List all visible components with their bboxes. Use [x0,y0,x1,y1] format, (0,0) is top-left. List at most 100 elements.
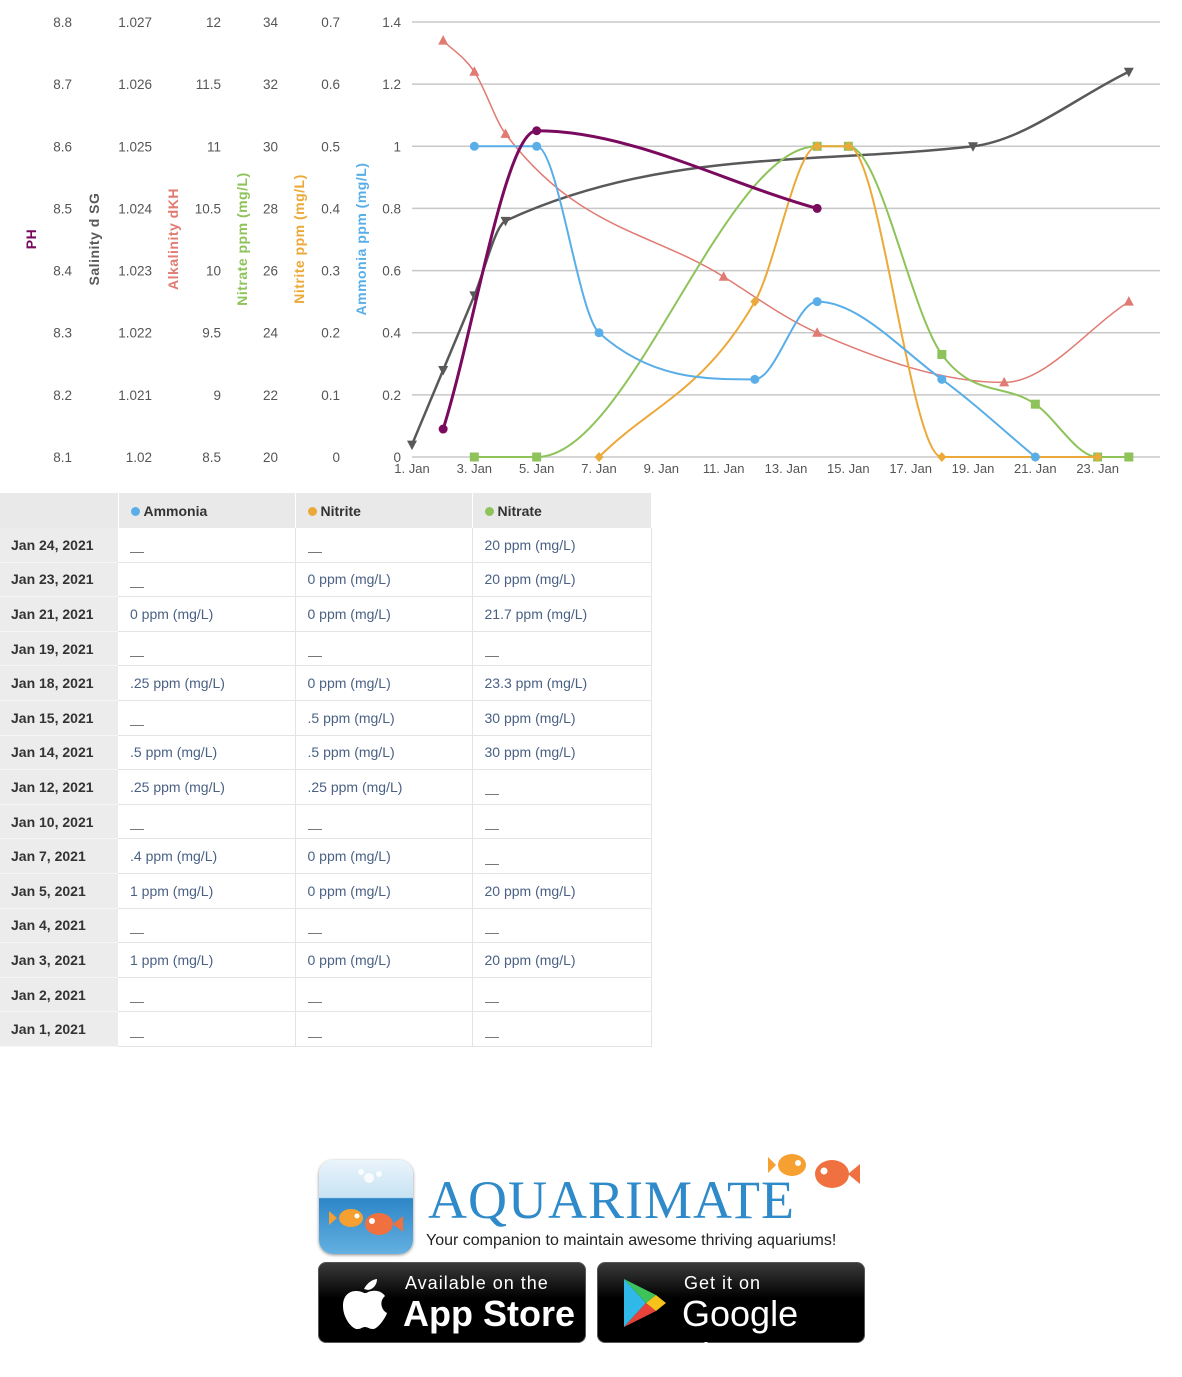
empty-dash [307,829,322,831]
row-date: Jan 10, 2021 [0,804,118,840]
empty-dash [130,1002,144,1004]
y-tick-label-nitrite: 0.6 [321,77,340,92]
y-tick-label-nitrite: 0.4 [321,201,340,216]
empty-dash [484,829,499,831]
y-tick-label-ph: 8.1 [53,450,72,465]
cell-nitrate-empty [472,838,652,874]
y-axis-title-ph: PH [23,229,39,249]
y-tick-label-ammonia: 1.2 [382,77,401,92]
table-row: Jan 5, 2021 1 ppm (mg/L) 0 ppm (mg/L) 20 pp… [0,873,652,909]
empty-dash [130,932,144,934]
table-row: Jan 4, 2021 [0,908,652,944]
cell-nitrite: .5 ppm (mg/L) [295,735,473,771]
y-axis-title-nitrite: Nitrite ppm (mg/L) [291,174,307,304]
data-point-salinity [500,216,511,227]
row-date: Jan 15, 2021 [0,700,118,736]
y-tick-label-nitrate: 32 [263,77,278,92]
empty-dash [307,552,322,554]
aquarimate-app-icon[interactable] [319,1160,413,1254]
row-date: Jan 19, 2021 [0,631,118,667]
readings-table: Ammonia Nitrite Nitrate Jan 24, 2021 20 p… [0,493,652,1047]
row-date: Jan 4, 2021 [0,908,118,944]
empty-dash [130,1036,144,1038]
cell-ammonia-empty [118,700,296,736]
nitrate-dot-icon [484,506,494,516]
y-axis-title-alkalinity: Alkalinity dKH [165,188,181,290]
cell-nitrate-empty [472,804,652,840]
y-tick-label-ph: 8.8 [53,15,72,30]
y-tick-label-ammonia: 1.4 [382,15,401,30]
cell-ammonia: 1 ppm (mg/L) [118,873,296,909]
cell-nitrate-empty [472,1011,652,1047]
cell-nitrate: 20 ppm (mg/L) [472,942,652,978]
cell-nitrite-empty [295,977,473,1013]
y-tick-label-ph: 8.7 [53,77,72,92]
x-tick-label: 17. Jan [889,461,932,476]
row-date: Jan 24, 2021 [0,528,118,563]
cell-nitrite-empty [295,908,473,944]
cell-nitrite: 0 ppm (mg/L) [295,838,473,874]
empty-dash [130,552,144,554]
cell-nitrate: 30 ppm (mg/L) [472,700,652,736]
y-tick-label-ph: 8.6 [53,139,72,154]
y-tick-label-salinity: 1.021 [118,388,152,403]
y-tick-label-nitrate: 34 [263,15,279,30]
data-point-salinity [968,142,978,152]
app-store-button[interactable]: Available on the App Store [318,1262,586,1343]
y-tick-label-nitrate: 20 [263,450,278,465]
y-tick-label-ph: 8.5 [53,201,72,216]
y-tick-label-nitrite: 0.1 [321,388,340,403]
data-point-salinity [1123,67,1134,78]
x-tick-label: 23. Jan [1076,461,1119,476]
y-axis-title-ammonia: Ammonia ppm (mg/L) [353,163,369,316]
brand-name: AQUARIMATE [428,1170,795,1230]
empty-dash [484,656,499,658]
play-triangle-icon [624,1279,666,1327]
y-tick-label-alkalinity: 8.5 [202,450,221,465]
cell-nitrite: .5 ppm (mg/L) [295,700,473,736]
cell-ammonia-empty [118,528,296,563]
app-store-big-text: App Store [403,1293,576,1334]
cell-nitrite: 0 ppm (mg/L) [295,562,473,598]
row-date: Jan 14, 2021 [0,735,118,771]
y-tick-label-alkalinity: 10.5 [195,201,221,216]
fish-logo-icon [768,1154,860,1188]
data-point-alkalinity [500,128,511,138]
table-row: Jan 24, 2021 20 ppm (mg/L) [0,528,652,563]
data-point-salinity [407,440,417,451]
x-tick-label: 9. Jan [644,461,679,476]
cell-nitrite-empty [295,1011,473,1047]
google-play-button[interactable]: Get it on Google play [597,1262,865,1376]
data-point-ammonia [750,374,760,384]
data-point-ammonia [469,141,479,151]
cell-ammonia-empty [118,1011,296,1047]
row-date: Jan 2, 2021 [0,977,118,1013]
y-tick-label-salinity: 1.024 [118,201,152,216]
table-row: Jan 18, 2021.25 ppm (mg/L) 0 ppm (mg/L) 23… [0,665,652,701]
cell-nitrite-empty [295,631,473,667]
series-line-nitrate [474,145,1129,459]
header-nitrate: Nitrate [472,493,652,528]
data-point-nitrite [594,452,604,462]
header-ammonia: Ammonia [118,493,296,528]
data-point-ammonia [937,374,947,384]
empty-dash [307,932,322,934]
cell-nitrate: 23.3 ppm (mg/L) [472,665,652,701]
row-date: Jan 12, 2021 [0,769,118,805]
y-tick-label-salinity: 1.023 [118,264,152,279]
y-tick-label-salinity: 1.025 [118,139,152,154]
table-row: Jan 12, 2021.25 ppm (mg/L) .25 ppm (mg/L) [0,769,652,805]
cell-ammonia: .5 ppm (mg/L) [118,735,296,771]
data-point-nitrate [937,349,947,359]
y-tick-label-nitrite: 0.7 [321,15,340,30]
apple-icon [343,1279,387,1330]
data-point-nitrate [532,452,542,462]
cell-ammonia-empty [118,562,296,598]
x-tick-label: 1. Jan [394,461,429,476]
app-store-small-text: Available on the [405,1273,549,1293]
y-tick-label-nitrite: 0.5 [321,139,340,154]
table-row: Jan 21, 2021 0 ppm (mg/L) 0 ppm (mg/L) 21.7… [0,596,652,632]
data-point-alkalinity [999,376,1010,387]
y-tick-label-ph: 8.4 [53,264,72,279]
empty-dash [130,829,144,831]
